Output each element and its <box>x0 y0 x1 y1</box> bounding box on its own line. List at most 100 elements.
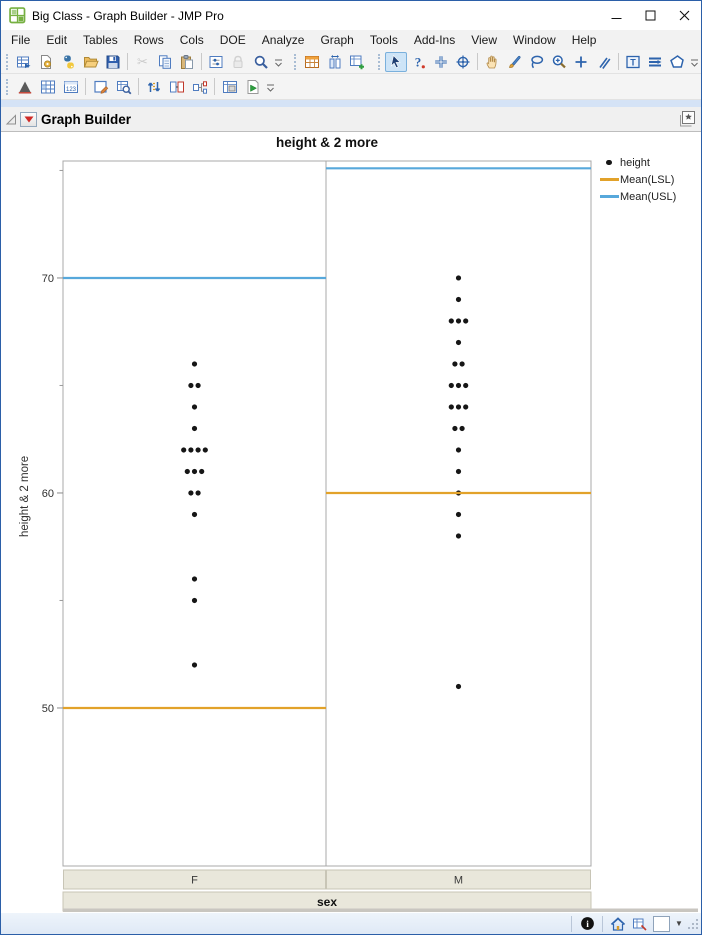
toolbar-grip[interactable] <box>294 53 297 70</box>
grabber-tool-button[interactable] <box>481 52 503 72</box>
data-point[interactable] <box>455 511 462 518</box>
color-well[interactable] <box>653 915 670 932</box>
menu-rows[interactable]: Rows <box>133 33 164 47</box>
resize-grip[interactable] <box>686 917 699 930</box>
data-point[interactable] <box>191 576 198 582</box>
data-point[interactable] <box>455 468 462 475</box>
magnifier-tool-button[interactable] <box>548 52 570 72</box>
plus-tool-button[interactable] <box>570 52 592 72</box>
data-point[interactable] <box>191 361 198 367</box>
polygon-tool-button[interactable] <box>666 52 688 72</box>
data-point[interactable] <box>459 361 465 367</box>
data-point[interactable] <box>184 468 190 475</box>
data-point[interactable] <box>452 361 458 367</box>
data-point[interactable] <box>181 447 187 453</box>
panel-strip-F[interactable] <box>63 869 326 890</box>
menu-tables[interactable]: Tables <box>83 33 118 47</box>
lasso-tool-button[interactable] <box>526 52 548 72</box>
data-point[interactable] <box>188 490 194 496</box>
data-point[interactable] <box>448 382 454 389</box>
data-point[interactable] <box>455 447 462 453</box>
data-point[interactable] <box>191 597 198 604</box>
data-point[interactable] <box>188 447 194 453</box>
bookmark-button[interactable] <box>677 110 697 128</box>
maximize-button[interactable] <box>633 1 667 30</box>
preferences-button[interactable] <box>205 52 227 72</box>
run-script-button[interactable] <box>241 77 264 97</box>
split-tables-button[interactable] <box>188 77 211 97</box>
eraser-tool-button[interactable] <box>592 52 614 72</box>
data-point[interactable] <box>463 404 469 410</box>
data-point[interactable] <box>455 318 462 324</box>
numeric-view-button[interactable]: 123 <box>59 77 82 97</box>
data-point[interactable] <box>455 275 462 281</box>
data-point[interactable] <box>202 447 208 453</box>
toolbar-overflow-button[interactable] <box>689 52 702 72</box>
save-button[interactable] <box>102 52 124 72</box>
data-point[interactable] <box>188 382 194 389</box>
bullseye-tool-button[interactable] <box>452 52 474 72</box>
compare-columns-button[interactable] <box>324 52 346 72</box>
data-point[interactable] <box>455 296 462 303</box>
tabulate-button[interactable] <box>218 77 241 97</box>
data-point[interactable] <box>452 425 458 432</box>
lock-button[interactable] <box>227 52 249 72</box>
data-point[interactable] <box>448 404 454 410</box>
legend-item-mean-lsl[interactable]: Mean(LSL) <box>598 171 676 188</box>
data-point[interactable] <box>191 404 198 410</box>
data-point[interactable] <box>463 318 469 324</box>
new-script-button[interactable] <box>35 52 57 72</box>
crosshair-tool-button[interactable] <box>430 52 452 72</box>
menu-tools[interactable]: Tools <box>369 33 398 47</box>
menu-file[interactable]: File <box>11 33 31 47</box>
data-point[interactable] <box>455 683 462 690</box>
menu-view[interactable]: View <box>471 33 497 47</box>
join-tables-button[interactable] <box>165 77 188 97</box>
legend-item-mean-usl[interactable]: Mean(USL) <box>598 188 676 205</box>
minimize-button[interactable] <box>599 1 633 30</box>
script-status-button[interactable] <box>629 914 651 934</box>
menu-analyze[interactable]: Analyze <box>261 33 305 47</box>
table-search-button[interactable] <box>112 77 135 97</box>
new-data-table-button[interactable] <box>13 52 35 72</box>
cut-button[interactable]: ✂ <box>131 52 153 72</box>
disclosure-triangle-icon[interactable] <box>5 113 17 126</box>
menu-edit[interactable]: Edit <box>46 33 68 47</box>
data-point[interactable] <box>191 511 198 518</box>
menu-add-ins[interactable]: Add-Ins <box>413 33 456 47</box>
help-tool-button[interactable]: ? <box>407 52 429 72</box>
paste-button[interactable] <box>176 52 198 72</box>
brush-tool-button[interactable] <box>503 52 525 72</box>
caret-down-icon[interactable]: ▼ <box>675 919 683 928</box>
data-point[interactable] <box>191 662 198 668</box>
menu-graph[interactable]: Graph <box>320 33 354 47</box>
data-point[interactable] <box>459 425 465 432</box>
home-window-button[interactable] <box>607 914 629 934</box>
red-triangle-menu-button[interactable] <box>20 111 37 127</box>
data-point[interactable] <box>199 468 205 475</box>
toolbar-grip[interactable] <box>6 78 9 95</box>
data-point[interactable] <box>195 382 201 389</box>
annotate-tool-button[interactable]: T <box>622 52 644 72</box>
data-point[interactable] <box>191 468 198 475</box>
copy-button[interactable] <box>154 52 176 72</box>
data-point[interactable] <box>463 382 469 389</box>
open-button[interactable] <box>80 52 102 72</box>
menu-help[interactable]: Help <box>571 33 597 47</box>
menu-cols[interactable]: Cols <box>179 33 204 47</box>
data-table-button[interactable] <box>301 52 323 72</box>
toolbar-overflow-button[interactable] <box>264 77 277 97</box>
toolbar-grip[interactable] <box>378 53 381 70</box>
data-point[interactable] <box>455 404 462 410</box>
data-point[interactable] <box>455 382 462 389</box>
lines-tool-button[interactable] <box>644 52 666 72</box>
data-point[interactable] <box>455 339 462 346</box>
distribution-button[interactable] <box>13 77 36 97</box>
python-button[interactable] <box>58 52 80 72</box>
new-data-view-button[interactable] <box>346 52 368 72</box>
close-button[interactable] <box>667 1 701 30</box>
toolbar-grip[interactable] <box>6 53 9 70</box>
toolbar-overflow-button[interactable] <box>272 52 285 72</box>
sort-button[interactable] <box>142 77 165 97</box>
